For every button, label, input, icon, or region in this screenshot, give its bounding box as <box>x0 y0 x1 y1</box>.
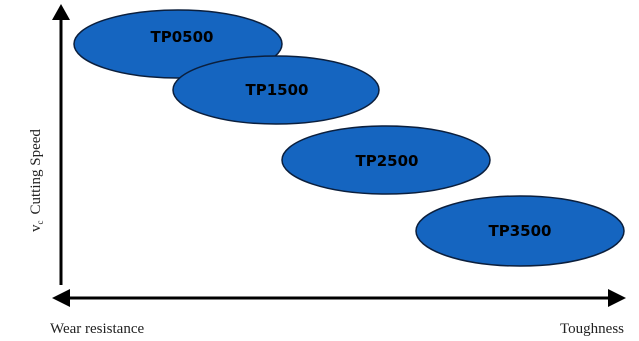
y-axis-title: Cutting Speed <box>28 129 44 215</box>
y-axis-arrowhead <box>52 4 70 20</box>
x-axis-right-arrowhead <box>608 289 626 307</box>
x-axis-left-label: Wear resistance <box>50 321 144 337</box>
y-axis-subscript: c <box>35 221 45 225</box>
y-axis-label: vc Cutting Speed <box>28 129 45 232</box>
x-axis-right-label: Toughness <box>560 321 624 337</box>
grade-ellipse <box>415 195 625 267</box>
x-axis-left-arrowhead <box>52 289 70 307</box>
grade-label: TP2500 <box>356 152 419 170</box>
y-axis-symbol: v <box>28 224 44 232</box>
grade-label: TP1500 <box>246 81 309 99</box>
grade-tp1500: TP1500 <box>172 55 380 125</box>
grade-tp3500: TP3500 <box>415 195 625 267</box>
grade-label: TP3500 <box>489 222 552 240</box>
grade-label: TP0500 <box>151 28 214 46</box>
grade-tp2500: TP2500 <box>281 125 491 195</box>
grade-ellipse <box>172 55 380 125</box>
grade-ellipse <box>281 125 491 195</box>
